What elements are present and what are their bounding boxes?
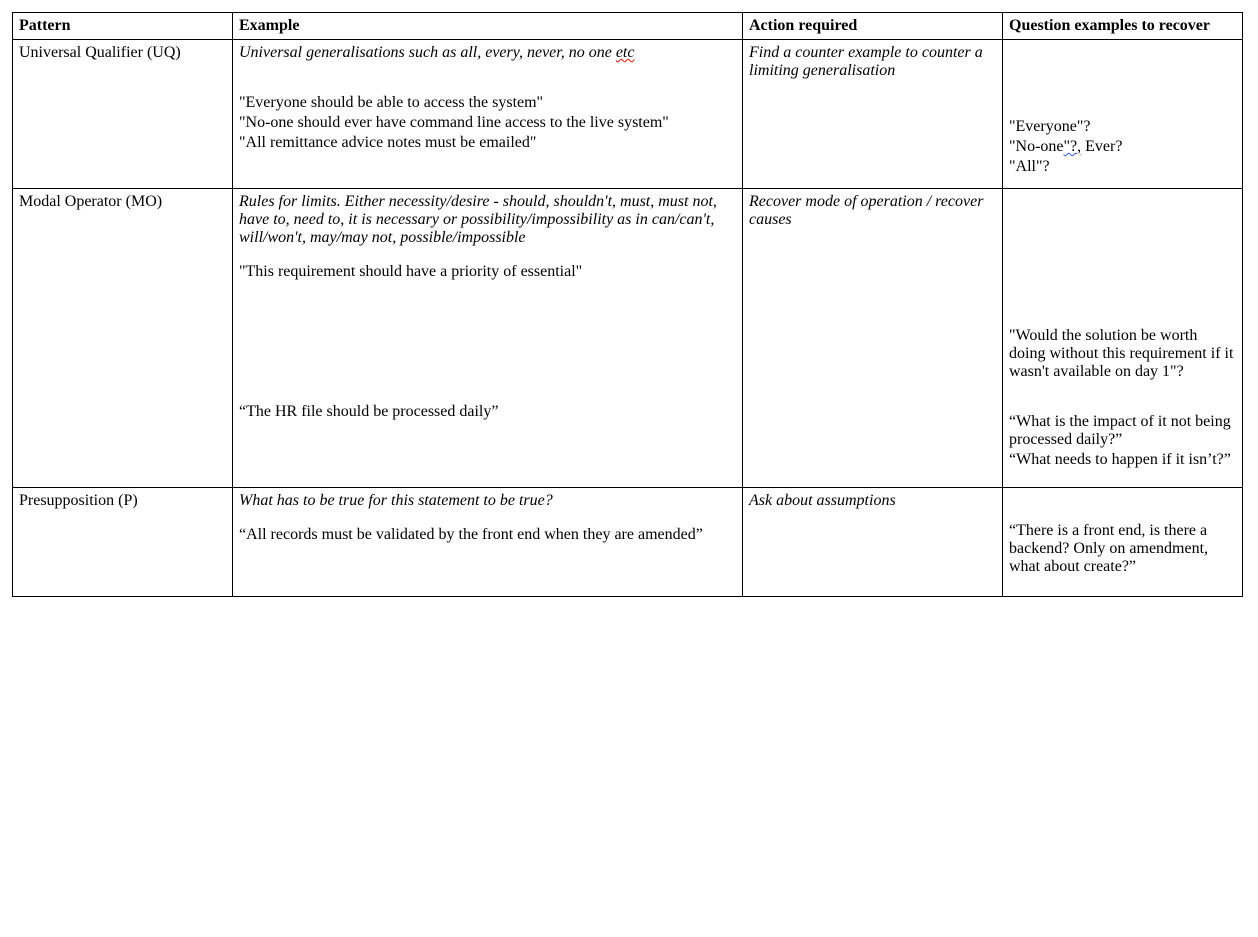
cell-example: Universal generalisations such as all, e… [233,40,743,189]
example-intro-text: Universal generalisations such as all, e… [239,44,616,61]
cell-question: “There is a front end, is there a backen… [1003,488,1243,597]
col-header-pattern: Pattern [13,13,233,40]
example-quote: “The HR file should be processed daily” [239,403,736,421]
cell-pattern: Modal Operator (MO) [13,189,233,488]
action-text: Find a counter example to counter a limi… [749,44,996,80]
cell-pattern: Universal Qualifier (UQ) [13,40,233,189]
cell-action: Ask about assumptions [743,488,1003,597]
pattern-name: Modal Operator (MO) [19,193,226,211]
cell-action: Recover mode of operation / recover caus… [743,189,1003,488]
question-text: "No-one [1009,138,1064,155]
example-quote: "This requirement should have a priority… [239,263,736,281]
cell-example: What has to be true for this statement t… [233,488,743,597]
meta-model-table: Pattern Example Action required Question… [12,12,1243,597]
question-block: “What is the impact of it not being proc… [1009,413,1236,449]
example-intro: What has to be true for this statement t… [239,492,736,510]
spellcheck-mark: etc [616,44,635,61]
question-block: "Would the solution be worth doing witho… [1009,327,1236,381]
question-line: "No-one"?, Ever? [1009,138,1236,156]
example-quote: "All remittance advice notes must be ema… [239,134,736,152]
cell-question: "Everyone"? "No-one"?, Ever? "All"? [1003,40,1243,189]
question-block: “What needs to happen if it isn’t?” [1009,451,1236,469]
question-block: “There is a front end, is there a backen… [1009,522,1236,576]
pattern-name: Presupposition (P) [19,492,226,510]
grammar-mark: "?, [1064,138,1082,155]
table-header-row: Pattern Example Action required Question… [13,13,1243,40]
col-header-example: Example [233,13,743,40]
question-line: "All"? [1009,158,1236,176]
action-text: Recover mode of operation / recover caus… [749,193,996,229]
example-quote: "No-one should ever have command line ac… [239,114,736,132]
pattern-name: Universal Qualifier (UQ) [19,44,226,62]
action-text: Ask about assumptions [749,492,996,510]
cell-question: "Would the solution be worth doing witho… [1003,189,1243,488]
table-row: Presupposition (P) What has to be true f… [13,488,1243,597]
example-intro: Rules for limits. Either necessity/desir… [239,193,736,247]
question-text: Ever? [1081,138,1122,155]
example-quote: "Everyone should be able to access the s… [239,94,736,112]
col-header-action: Action required [743,13,1003,40]
col-header-question: Question examples to recover [1003,13,1243,40]
cell-pattern: Presupposition (P) [13,488,233,597]
example-intro: Universal generalisations such as all, e… [239,44,736,62]
cell-action: Find a counter example to counter a limi… [743,40,1003,189]
table-row: Modal Operator (MO) Rules for limits. Ei… [13,189,1243,488]
cell-example: Rules for limits. Either necessity/desir… [233,189,743,488]
example-quote: “All records must be validated by the fr… [239,526,736,544]
table-row: Universal Qualifier (UQ) Universal gener… [13,40,1243,189]
question-line: "Everyone"? [1009,118,1236,136]
